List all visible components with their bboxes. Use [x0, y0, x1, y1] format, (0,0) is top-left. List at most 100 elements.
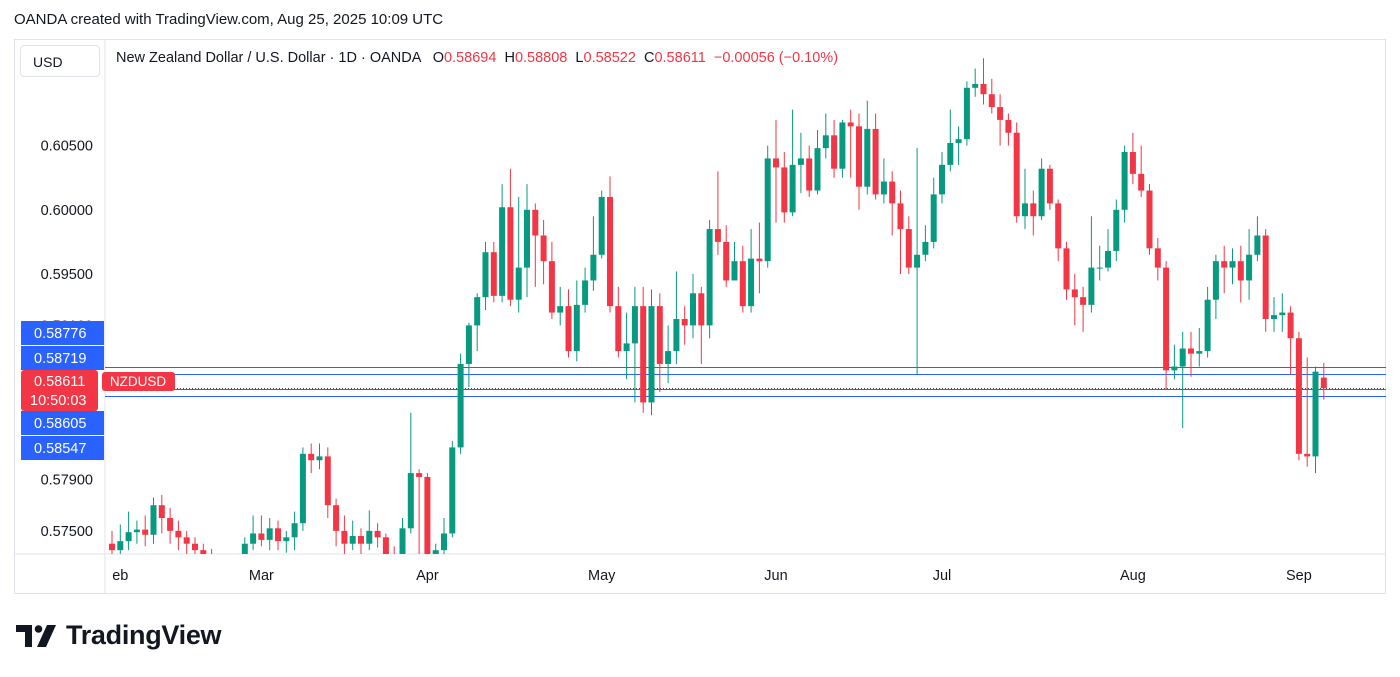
candle-body — [1154, 248, 1161, 268]
candle-body — [324, 456, 331, 506]
candle-body — [681, 318, 688, 326]
candle-body — [474, 297, 481, 326]
price-tag-0.58605[interactable] — [21, 411, 104, 435]
candle-body — [997, 107, 1004, 120]
candle-body — [399, 528, 406, 554]
candle-body — [283, 537, 290, 542]
candle-body — [308, 453, 315, 461]
candle-body — [847, 122, 854, 127]
candle-body — [714, 229, 721, 242]
x-tick-label-Jun: Jun — [764, 568, 787, 584]
candle-body — [889, 181, 896, 204]
candle-body — [1271, 315, 1277, 319]
chart-caption: OANDA created with TradingView.com, Aug … — [14, 11, 444, 28]
candle-body — [333, 505, 340, 531]
x-tick-label-eb: eb — [112, 568, 128, 584]
candle-body — [939, 164, 945, 195]
x-tick-label-Sep: Sep — [1286, 568, 1312, 584]
legend-open-value: 0.58694 — [443, 50, 497, 66]
candle-body — [1295, 338, 1302, 454]
candle-body — [1171, 366, 1178, 371]
candle-body — [299, 453, 306, 524]
candle-body — [192, 543, 198, 551]
candle-body — [1246, 254, 1253, 281]
candle-body — [109, 543, 115, 551]
candle-body — [756, 258, 763, 262]
candle-body — [1105, 250, 1111, 268]
candle-body — [457, 363, 464, 448]
candle-body — [1312, 371, 1319, 457]
chart-legend: New Zealand Dollar / U.S. Dollar · 1D · … — [116, 50, 838, 66]
candle-body — [358, 536, 364, 544]
candle-body — [125, 532, 132, 542]
candle-body — [349, 536, 356, 544]
candle-body — [407, 473, 414, 529]
tradingview-logo-text: TradingView — [66, 620, 222, 650]
candle-body — [897, 203, 904, 230]
candle-body — [416, 473, 423, 477]
x-tick-label-May: May — [588, 568, 616, 584]
last-price-tag[interactable] — [21, 370, 98, 411]
candle-body — [814, 148, 821, 191]
candle-body — [366, 530, 373, 544]
candle-body — [1063, 248, 1070, 290]
candle-body — [532, 209, 539, 236]
x-tick-label-Jul: Jul — [933, 568, 952, 584]
candle-body — [1080, 297, 1087, 305]
price-tag-0.58776[interactable] — [21, 321, 104, 345]
candle-body — [590, 254, 597, 281]
candle-body — [806, 158, 813, 191]
candle-body — [1287, 312, 1294, 339]
candle-body — [739, 261, 746, 307]
candle-body — [1262, 235, 1269, 319]
candle-body — [831, 135, 838, 169]
candle-body — [1046, 168, 1053, 204]
candle-body — [1279, 312, 1286, 316]
candle-body — [615, 306, 622, 352]
candle-body — [1030, 203, 1037, 217]
candle-body — [1038, 168, 1045, 217]
candle-body — [731, 261, 738, 281]
candle-body — [1204, 299, 1211, 352]
candle-body — [623, 343, 630, 352]
candle-body — [1304, 453, 1311, 457]
legend-close-value: 0.58611 — [654, 50, 706, 66]
candlestick-chart[interactable]: 0.575000.579000.591000.595000.600000.605… — [14, 39, 1386, 594]
candle-body — [1163, 267, 1170, 371]
legend-close-label: C — [643, 50, 655, 66]
candle-body — [1254, 235, 1261, 255]
candle-body — [225, 567, 231, 570]
candle-body — [706, 229, 713, 326]
candle-body — [167, 518, 174, 531]
candle-body — [1188, 348, 1194, 354]
candle-body — [988, 94, 995, 108]
candle-body — [1129, 152, 1136, 174]
price-tag-value: 0.58547 — [34, 441, 86, 457]
candle-body — [665, 351, 672, 364]
candle-body — [673, 318, 680, 352]
candle-body — [1071, 289, 1078, 298]
symbol-tag-label: NZDUSD — [110, 374, 166, 389]
tradingview-logo[interactable]: TradingView — [16, 620, 222, 651]
candle-body — [698, 293, 705, 326]
candle-body — [175, 530, 182, 538]
candle-body — [117, 541, 124, 551]
candle-body — [764, 158, 771, 262]
x-tick-label-Aug: Aug — [1120, 568, 1146, 584]
candle-body — [1138, 173, 1145, 191]
candle-body — [1221, 261, 1228, 268]
candle-body — [864, 128, 871, 187]
candle-body — [499, 207, 506, 296]
currency-scale-button[interactable]: USD — [20, 45, 100, 77]
candle-body — [217, 563, 223, 567]
price-tag-value: 0.58605 — [34, 416, 86, 432]
y-tick-label: 0.60500 — [41, 139, 93, 155]
legend-high-value: 0.58808 — [514, 50, 568, 66]
legend-title: New Zealand Dollar / U.S. Dollar · 1D · … — [116, 50, 421, 66]
price-tag-0.58719[interactable] — [21, 346, 104, 370]
symbol-tag[interactable] — [102, 372, 175, 391]
candle-body — [880, 181, 887, 195]
candle-body — [291, 523, 298, 538]
candle-body — [209, 557, 215, 563]
price-tag-0.58547[interactable] — [21, 436, 104, 460]
